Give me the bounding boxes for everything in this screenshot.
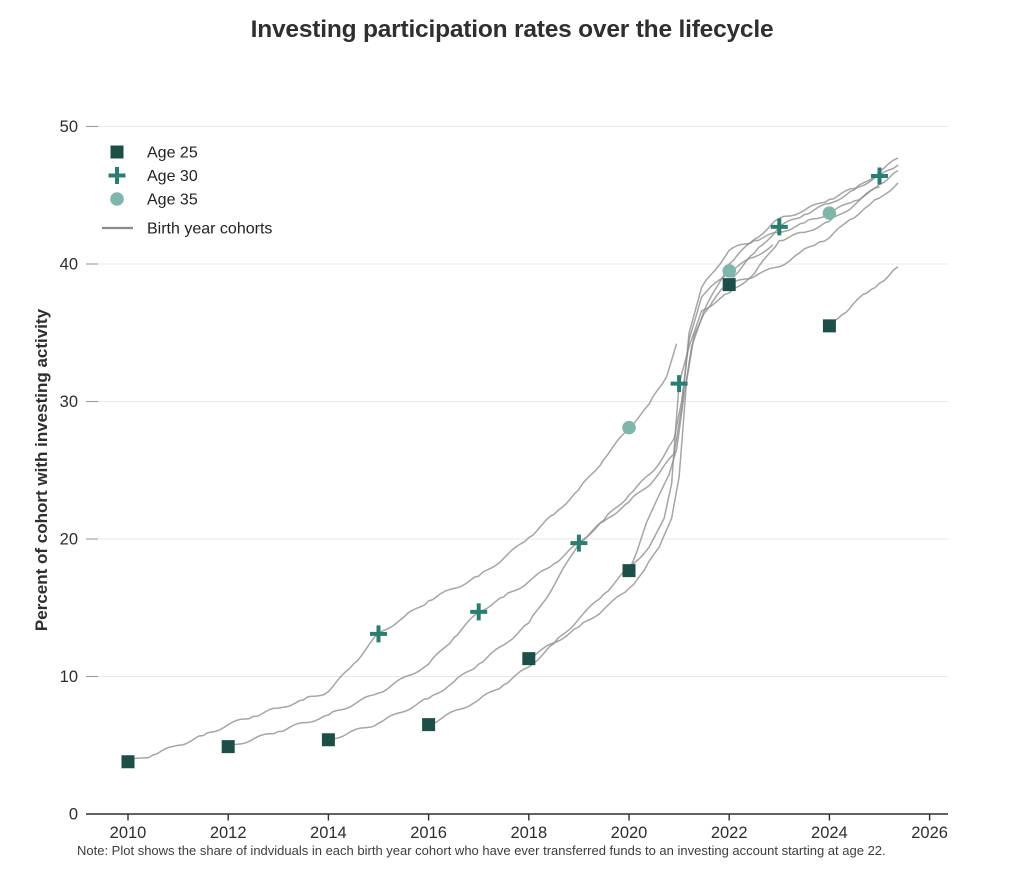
age-30-marker: [770, 218, 788, 236]
cohort-line: [127, 343, 678, 763]
legend-item-age-30: Age 30: [108, 167, 198, 185]
cohort-line: [828, 266, 899, 327]
x-tick-label: 2018: [510, 824, 547, 842]
legend-item-age-25: Age 25: [110, 145, 198, 162]
cohort-line: [328, 186, 880, 741]
y-axis-label: Percent of cohort with investing activit…: [32, 308, 51, 631]
age-25-marker: [522, 652, 536, 666]
legend-item-label: Age 25: [147, 145, 198, 162]
y-tick-label: 10: [60, 668, 78, 686]
age-35-marker: [622, 420, 636, 435]
chart-note: Note: Plot shows the share of indviduals…: [77, 843, 886, 858]
x-tick-label: 2016: [410, 824, 447, 842]
x-tick-label: 2024: [811, 824, 848, 842]
cohort-line: [528, 157, 899, 660]
age-30-marker: [570, 534, 588, 552]
y-tick-label: 40: [60, 256, 78, 274]
legend-circle-icon: [110, 192, 124, 206]
legend-item-birth-year-cohorts: Birth year cohorts: [102, 221, 272, 238]
x-tick-label: 2026: [911, 824, 948, 842]
y-tick-label: 0: [69, 806, 78, 824]
cohort-line: [628, 164, 899, 571]
age-35-marker: [722, 264, 736, 278]
age-25-marker: [321, 733, 335, 747]
age-30-marker: [470, 603, 488, 621]
legend-item-age-35: Age 35: [110, 192, 198, 209]
x-tick-label: 2020: [611, 824, 648, 842]
y-tick-label: 20: [60, 531, 78, 549]
cohort-line: [227, 244, 774, 748]
legend-item-label: Birth year cohorts: [147, 221, 272, 238]
y-tick-label: 30: [60, 393, 78, 411]
age-25-marker: [722, 278, 736, 292]
x-tick-label: 2010: [110, 824, 147, 842]
age-25-marker: [422, 718, 436, 732]
cohort-line: [428, 169, 899, 726]
age-25-marker: [622, 564, 636, 578]
x-tick-label: 2012: [210, 824, 247, 842]
chart-title: Investing participation rates over the l…: [250, 16, 774, 43]
legend-item-label: Age 35: [147, 192, 198, 209]
age-25-marker: [822, 319, 836, 333]
legend-plus-icon: [108, 167, 126, 184]
age-30-marker: [370, 625, 387, 643]
legend-square-icon: [110, 145, 124, 159]
age-25-marker: [221, 740, 235, 754]
x-tick-label: 2022: [711, 824, 748, 842]
legend-item-label: Age 30: [147, 168, 198, 185]
age-35-marker: [822, 206, 837, 220]
cohort-line: [728, 182, 899, 286]
y-tick-label: 50: [60, 118, 78, 136]
x-tick-label: 2014: [310, 824, 347, 842]
age-25-marker: [121, 755, 135, 769]
age-30-marker: [871, 167, 888, 185]
legend: Age 25 Age 30 Age 35 Birth year cohorts: [102, 145, 272, 238]
age-30-marker: [670, 375, 688, 393]
